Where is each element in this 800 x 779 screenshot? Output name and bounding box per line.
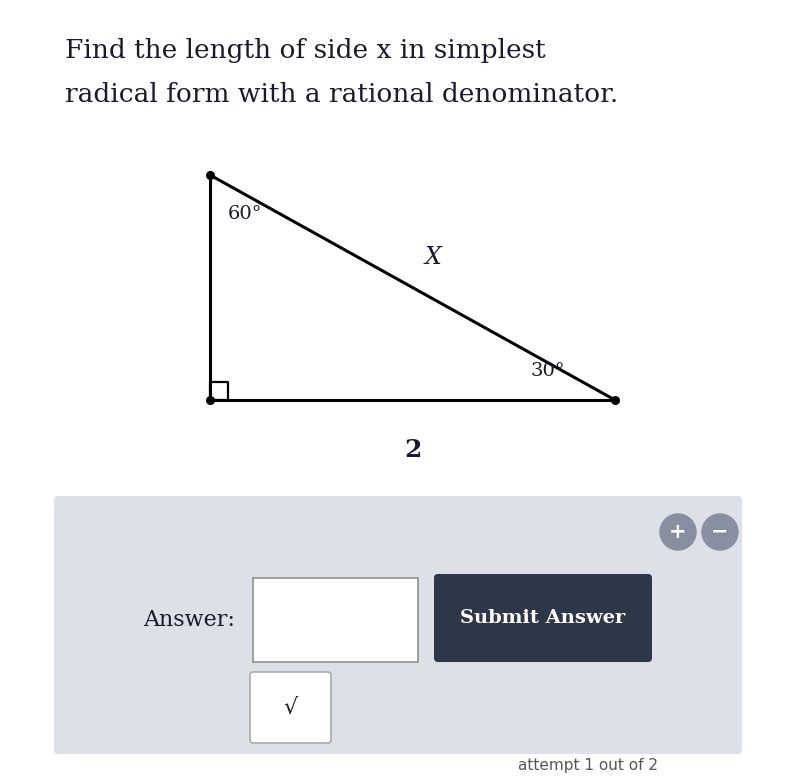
Text: 30°: 30° (530, 362, 565, 380)
Text: 60°: 60° (228, 205, 262, 223)
FancyBboxPatch shape (253, 578, 418, 662)
Text: Answer:: Answer: (143, 609, 235, 631)
Text: +: + (669, 522, 687, 542)
Circle shape (702, 514, 738, 550)
Text: Submit Answer: Submit Answer (460, 609, 626, 627)
Text: X: X (424, 246, 441, 269)
FancyBboxPatch shape (434, 574, 652, 662)
Text: Find the length of side x in simplest: Find the length of side x in simplest (65, 38, 546, 63)
Text: 2: 2 (404, 438, 421, 462)
Text: radical form with a rational denominator.: radical form with a rational denominator… (65, 82, 618, 107)
Text: attempt 1 out of 2: attempt 1 out of 2 (518, 758, 658, 773)
Text: −: − (711, 522, 729, 542)
FancyBboxPatch shape (54, 496, 742, 754)
Text: √: √ (283, 696, 298, 718)
Circle shape (660, 514, 696, 550)
FancyBboxPatch shape (250, 672, 331, 743)
